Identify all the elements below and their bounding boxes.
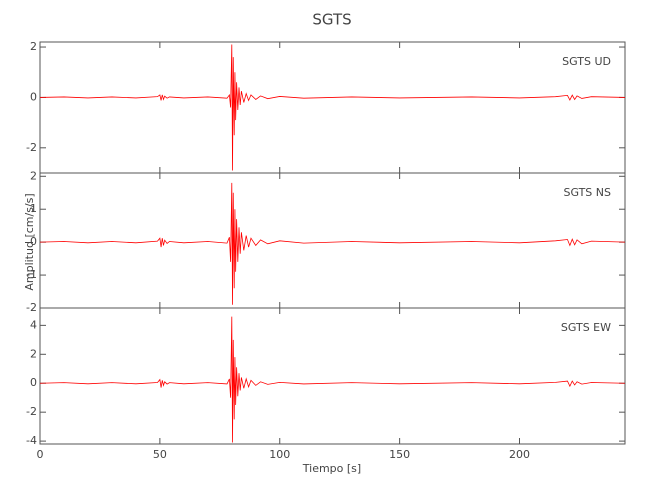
y-tick-label: 2 [30,40,37,53]
y-tick-label: 2 [30,169,37,182]
y-tick-label: 0 [30,235,37,248]
y-tick-label: -2 [26,301,37,314]
panel-annotation: SGTS UD [562,55,611,68]
panel-frame [39,307,626,445]
y-tick-label: 0 [30,376,37,389]
x-tick-label: 200 [509,448,530,461]
panel-frame [39,41,626,174]
x-tick-label: 50 [153,448,167,461]
panel-frame [39,172,626,309]
y-tick-label: -4 [26,434,37,447]
y-tick-label: 1 [30,202,37,215]
x-tick-label: 100 [269,448,290,461]
y-tick-label: 0 [30,90,37,103]
waveform [39,182,626,305]
x-tick-label: 150 [389,448,410,461]
y-tick-label: 2 [30,347,37,360]
y-tick-label: 4 [30,318,37,331]
x-axis-label: Tiempo [s] [302,462,361,475]
y-tick-label: -2 [26,141,37,154]
y-axis-label: Amplitud [cm/s/s] [23,193,36,290]
panel-annotation: SGTS NS [563,186,611,199]
chart-title: SGTS [312,11,351,29]
waveform [39,44,626,171]
waveform [39,316,626,443]
x-tick-label: 0 [37,448,44,461]
panel-annotation: SGTS EW [561,321,611,334]
y-tick-label: -1 [26,268,37,281]
y-tick-label: -2 [26,405,37,418]
